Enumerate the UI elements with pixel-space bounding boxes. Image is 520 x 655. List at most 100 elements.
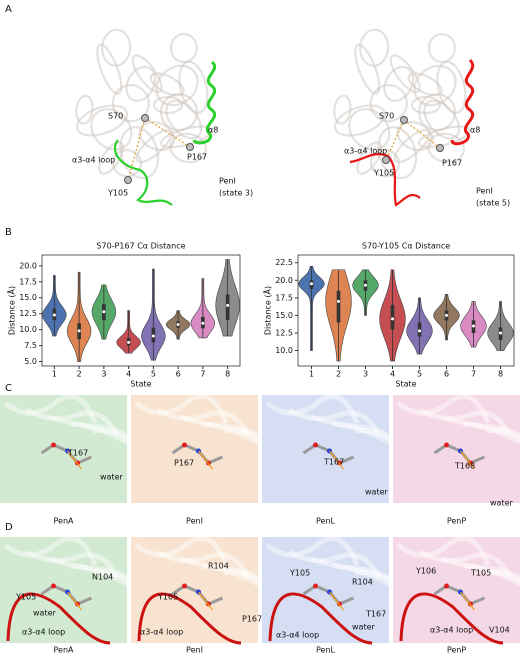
ghost-ribbon — [396, 535, 491, 566]
median — [364, 283, 367, 287]
ghost-ribbon — [3, 535, 98, 566]
ghost-protein — [407, 72, 443, 97]
loop-ribbon — [399, 592, 504, 645]
residue-label: T105 — [470, 569, 491, 578]
median — [226, 303, 230, 307]
ghost-ribbon — [418, 549, 513, 579]
ghost-ribbon — [463, 421, 520, 445]
x-tick-label: 6 — [444, 370, 449, 379]
structure-view: S70 α8 P167 α3-α4 loop Y105 PenI (state 5) — [333, 28, 510, 208]
y-tick-label: 15.0 — [19, 293, 37, 302]
distance-line — [385, 119, 405, 161]
residue-label: T168 — [454, 462, 475, 471]
residue-label: PenI — [219, 177, 236, 186]
median — [418, 329, 421, 333]
h-bond — [328, 450, 345, 470]
residue-label: water — [352, 623, 376, 632]
residue-label: T167 — [365, 610, 386, 619]
ghost-protein — [159, 93, 199, 132]
atom — [444, 442, 449, 448]
ghost-ribbon — [485, 427, 520, 442]
residue-label: P167 — [442, 159, 462, 168]
ghost-protein — [369, 149, 401, 178]
tile-label: PenL — [316, 517, 336, 526]
x-tick-label: 7 — [200, 370, 205, 379]
h-bond — [328, 591, 345, 611]
ghost-protein — [75, 94, 94, 125]
ghost-ribbon — [265, 393, 360, 424]
median — [102, 310, 106, 314]
x-axis-label: State — [395, 380, 416, 389]
median — [151, 334, 155, 338]
residue-label: α3-α4 loop — [430, 626, 473, 635]
loop-ribbon — [6, 592, 111, 645]
residue — [186, 143, 194, 151]
residue-label: α3-α4 loop — [72, 156, 115, 165]
h-bond — [459, 450, 476, 470]
ghost-protein — [98, 141, 125, 175]
y-tick-label: 10.0 — [19, 325, 37, 334]
y-tick-label: 20.0 — [275, 276, 293, 285]
ghost-ribbon — [48, 556, 141, 591]
x-tick-label: 4 — [390, 370, 395, 379]
ghost-ribbon — [134, 393, 229, 424]
tile-label: PenA — [53, 517, 74, 526]
ghost-protein — [417, 93, 457, 132]
residue-label: S70 — [379, 112, 394, 121]
panel-letter: A — [5, 4, 12, 15]
ghost-ribbon — [48, 414, 141, 449]
h-bond — [197, 591, 214, 611]
residue-label: Y105 — [373, 169, 394, 178]
ghost-protein — [348, 108, 391, 151]
x-tick-label: 3 — [363, 370, 368, 379]
tile-label: PenP — [447, 517, 467, 526]
median — [445, 313, 448, 317]
ghost-ribbon — [25, 407, 120, 437]
x-tick-label: 6 — [176, 370, 181, 379]
ghost-protein — [427, 132, 466, 164]
residue-label: α3-α4 loop — [276, 631, 319, 640]
atom — [182, 583, 187, 589]
tile-label: PenA — [53, 646, 74, 655]
x-tick-label: 5 — [151, 370, 156, 379]
ghost-protein — [111, 149, 143, 178]
median — [176, 323, 180, 327]
median — [52, 313, 56, 317]
tile-label: PenP — [447, 646, 467, 655]
y-axis-label: Distance (Å) — [6, 286, 17, 335]
residue-label: water — [490, 499, 514, 508]
ghost-protein — [333, 94, 352, 125]
median — [391, 317, 394, 321]
residue-label: Y106 — [415, 567, 436, 576]
ghost-protein — [417, 125, 471, 149]
ghost-protein — [125, 65, 157, 102]
y-axis-label: Distance (Å) — [262, 286, 273, 335]
atom — [313, 583, 318, 589]
ghost-protein — [369, 84, 408, 123]
ghost-ribbon — [441, 414, 520, 440]
ghost-ribbon — [25, 549, 120, 579]
residue-label: α8 — [470, 126, 480, 135]
residue — [436, 144, 444, 152]
helix-ribbon — [192, 60, 217, 145]
ghost-protein — [377, 126, 418, 180]
y-tick-label: 10.0 — [275, 346, 293, 355]
x-tick-label: 1 — [52, 370, 57, 379]
median — [201, 321, 205, 325]
ghost-protein — [334, 104, 387, 137]
residue-label: R104 — [208, 562, 229, 571]
residue-label: Y105 — [15, 593, 36, 602]
ghost-protein — [111, 84, 150, 123]
ghost-protein — [169, 32, 198, 64]
ghost-ribbon — [156, 549, 251, 579]
ghost-protein — [135, 129, 173, 164]
residue — [400, 116, 408, 124]
chart-title: S70-Y105 Cα Distance — [362, 242, 450, 251]
residue-label: water — [100, 473, 124, 482]
residue-label: α8 — [208, 126, 218, 135]
residue-label: N104 — [92, 573, 113, 582]
residue-label: P167 — [242, 615, 262, 624]
ghost-ribbon — [485, 569, 520, 584]
